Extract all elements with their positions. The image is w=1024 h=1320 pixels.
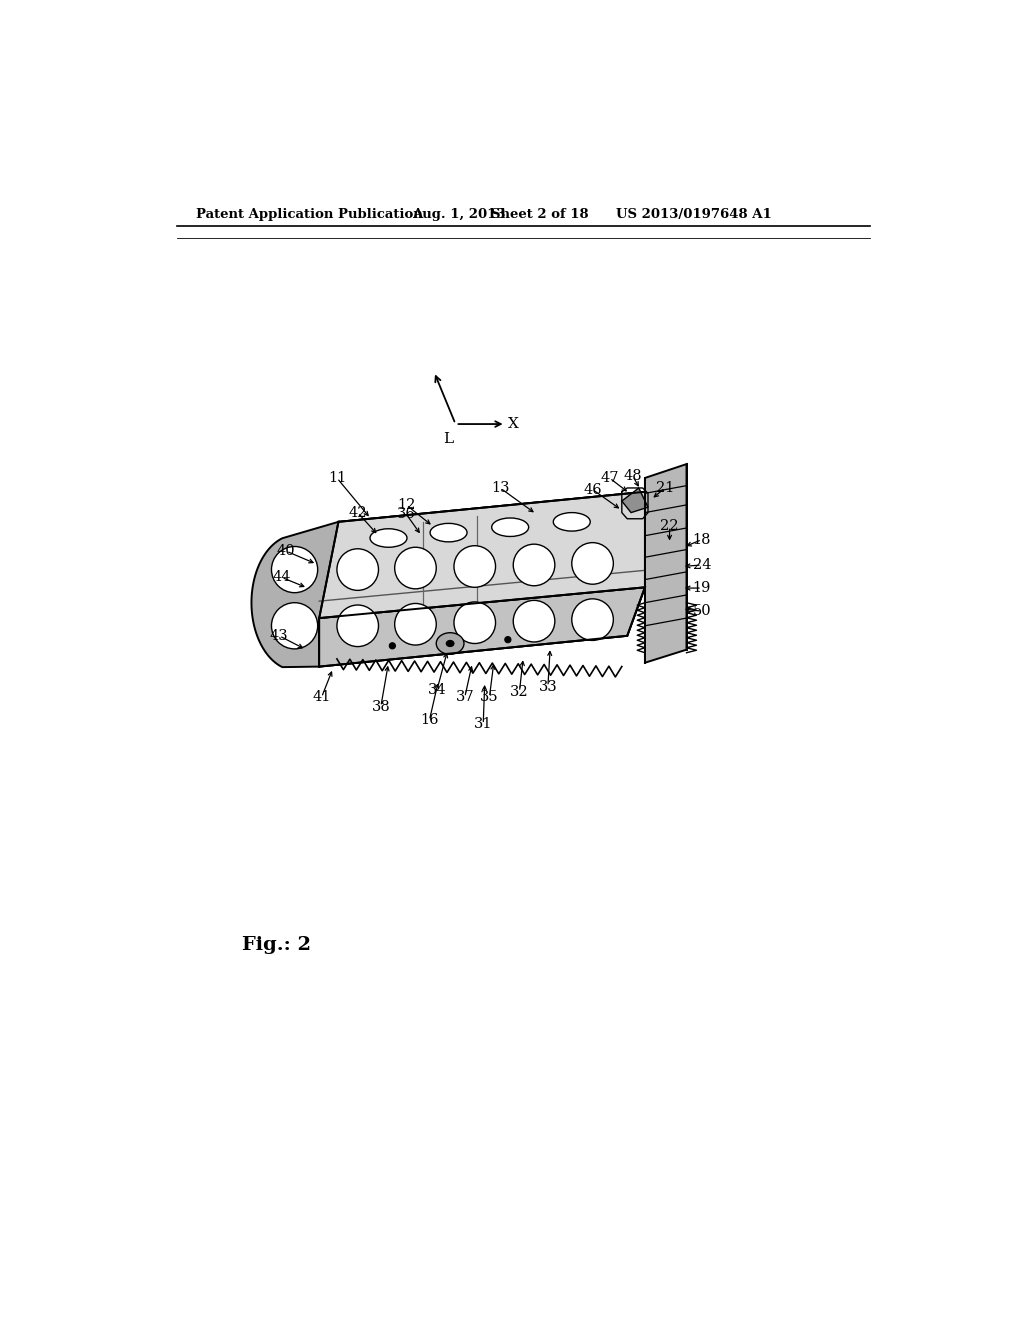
Text: 42: 42 (348, 506, 367, 520)
Polygon shape (319, 492, 645, 618)
Ellipse shape (436, 632, 464, 655)
Ellipse shape (389, 643, 395, 649)
Ellipse shape (446, 640, 454, 647)
Text: 38: 38 (372, 700, 390, 714)
Text: 12: 12 (397, 498, 416, 512)
Text: 46: 46 (584, 483, 602, 496)
Ellipse shape (271, 603, 317, 649)
Ellipse shape (513, 544, 555, 586)
Ellipse shape (394, 603, 436, 645)
Ellipse shape (337, 605, 379, 647)
Text: 50: 50 (692, 605, 712, 618)
Text: 16: 16 (420, 714, 438, 727)
Ellipse shape (454, 545, 496, 587)
Ellipse shape (513, 601, 555, 642)
Ellipse shape (553, 512, 590, 531)
Text: 24: 24 (692, 558, 711, 572)
Text: Sheet 2 of 18: Sheet 2 of 18 (490, 209, 589, 222)
Ellipse shape (430, 524, 467, 543)
Text: L: L (443, 432, 454, 446)
Text: 22: 22 (660, 520, 679, 533)
Text: X: X (508, 417, 519, 432)
Text: 47: 47 (600, 471, 618, 484)
Text: 43: 43 (270, 628, 289, 643)
Ellipse shape (337, 549, 379, 590)
Text: 36: 36 (397, 507, 416, 521)
Text: 32: 32 (510, 685, 528, 700)
Ellipse shape (492, 517, 528, 536)
Text: 21: 21 (655, 480, 674, 495)
Text: Fig.: 2: Fig.: 2 (243, 936, 311, 954)
Text: 34: 34 (428, 682, 446, 697)
Text: Patent Application Publication: Patent Application Publication (196, 209, 423, 222)
Text: US 2013/0197648 A1: US 2013/0197648 A1 (615, 209, 771, 222)
Text: 11: 11 (328, 471, 346, 484)
Text: 31: 31 (474, 717, 493, 731)
Polygon shape (319, 492, 645, 618)
Polygon shape (622, 488, 648, 512)
Text: 37: 37 (456, 690, 474, 705)
Ellipse shape (571, 599, 613, 640)
Ellipse shape (454, 602, 496, 644)
Text: 13: 13 (490, 480, 509, 495)
Ellipse shape (571, 543, 613, 585)
Ellipse shape (505, 636, 511, 643)
Text: 35: 35 (480, 690, 499, 705)
Ellipse shape (271, 546, 317, 593)
Text: 19: 19 (692, 581, 711, 595)
Polygon shape (252, 521, 339, 667)
Text: Aug. 1, 2013: Aug. 1, 2013 (412, 209, 505, 222)
Polygon shape (645, 465, 686, 663)
Text: 41: 41 (312, 690, 331, 705)
Text: 18: 18 (692, 532, 711, 546)
Text: 33: 33 (539, 680, 557, 693)
Polygon shape (319, 587, 645, 667)
Ellipse shape (370, 529, 407, 548)
Text: 40: 40 (276, 544, 295, 558)
Ellipse shape (394, 548, 436, 589)
Polygon shape (319, 587, 645, 667)
Text: 44: 44 (272, 570, 291, 585)
Text: 48: 48 (624, 469, 642, 483)
